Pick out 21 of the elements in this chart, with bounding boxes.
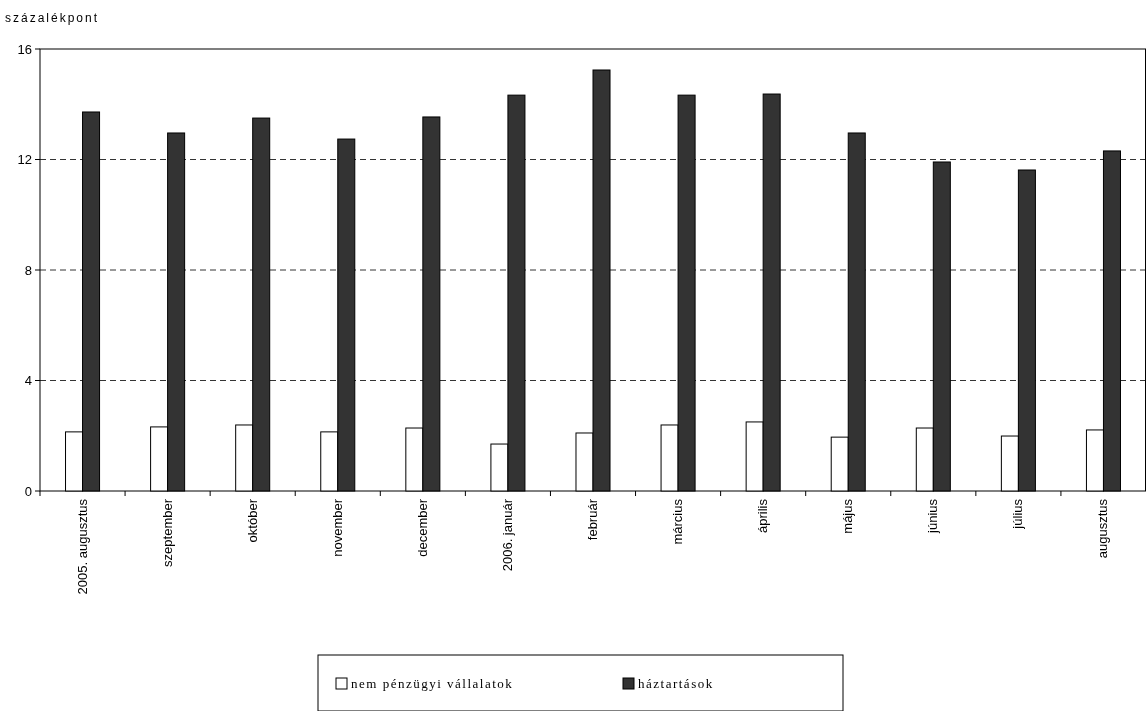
- y-tick-label: 4: [24, 373, 32, 389]
- x-tick-label: 2006. január: [499, 498, 515, 572]
- y-tick-label: 8: [24, 262, 32, 278]
- x-tick-label: augusztus: [1095, 498, 1111, 559]
- legend-label: háztartások: [638, 676, 714, 691]
- x-tick-label: május: [840, 498, 856, 534]
- x-tick-label: február: [585, 498, 600, 541]
- x-tick-label: 2005. augusztus: [74, 498, 90, 595]
- y-tick-label: 12: [17, 152, 32, 168]
- legend-label: nem pénzügyi vállalatok: [351, 676, 514, 691]
- y-axis-title: százalékpont: [5, 11, 100, 25]
- x-tick-label: október: [244, 498, 260, 543]
- x-tick-label: december: [414, 498, 430, 557]
- x-tick-label: november: [329, 498, 345, 557]
- y-tick-label: 16: [17, 41, 32, 57]
- x-tick-label: július: [1010, 498, 1026, 530]
- y-tick-label: 0: [24, 483, 32, 499]
- x-tick-label: június: [925, 498, 941, 534]
- x-tick-label: március: [670, 498, 686, 545]
- x-tick-label: április: [755, 498, 771, 533]
- x-tick-label: szeptember: [159, 498, 175, 567]
